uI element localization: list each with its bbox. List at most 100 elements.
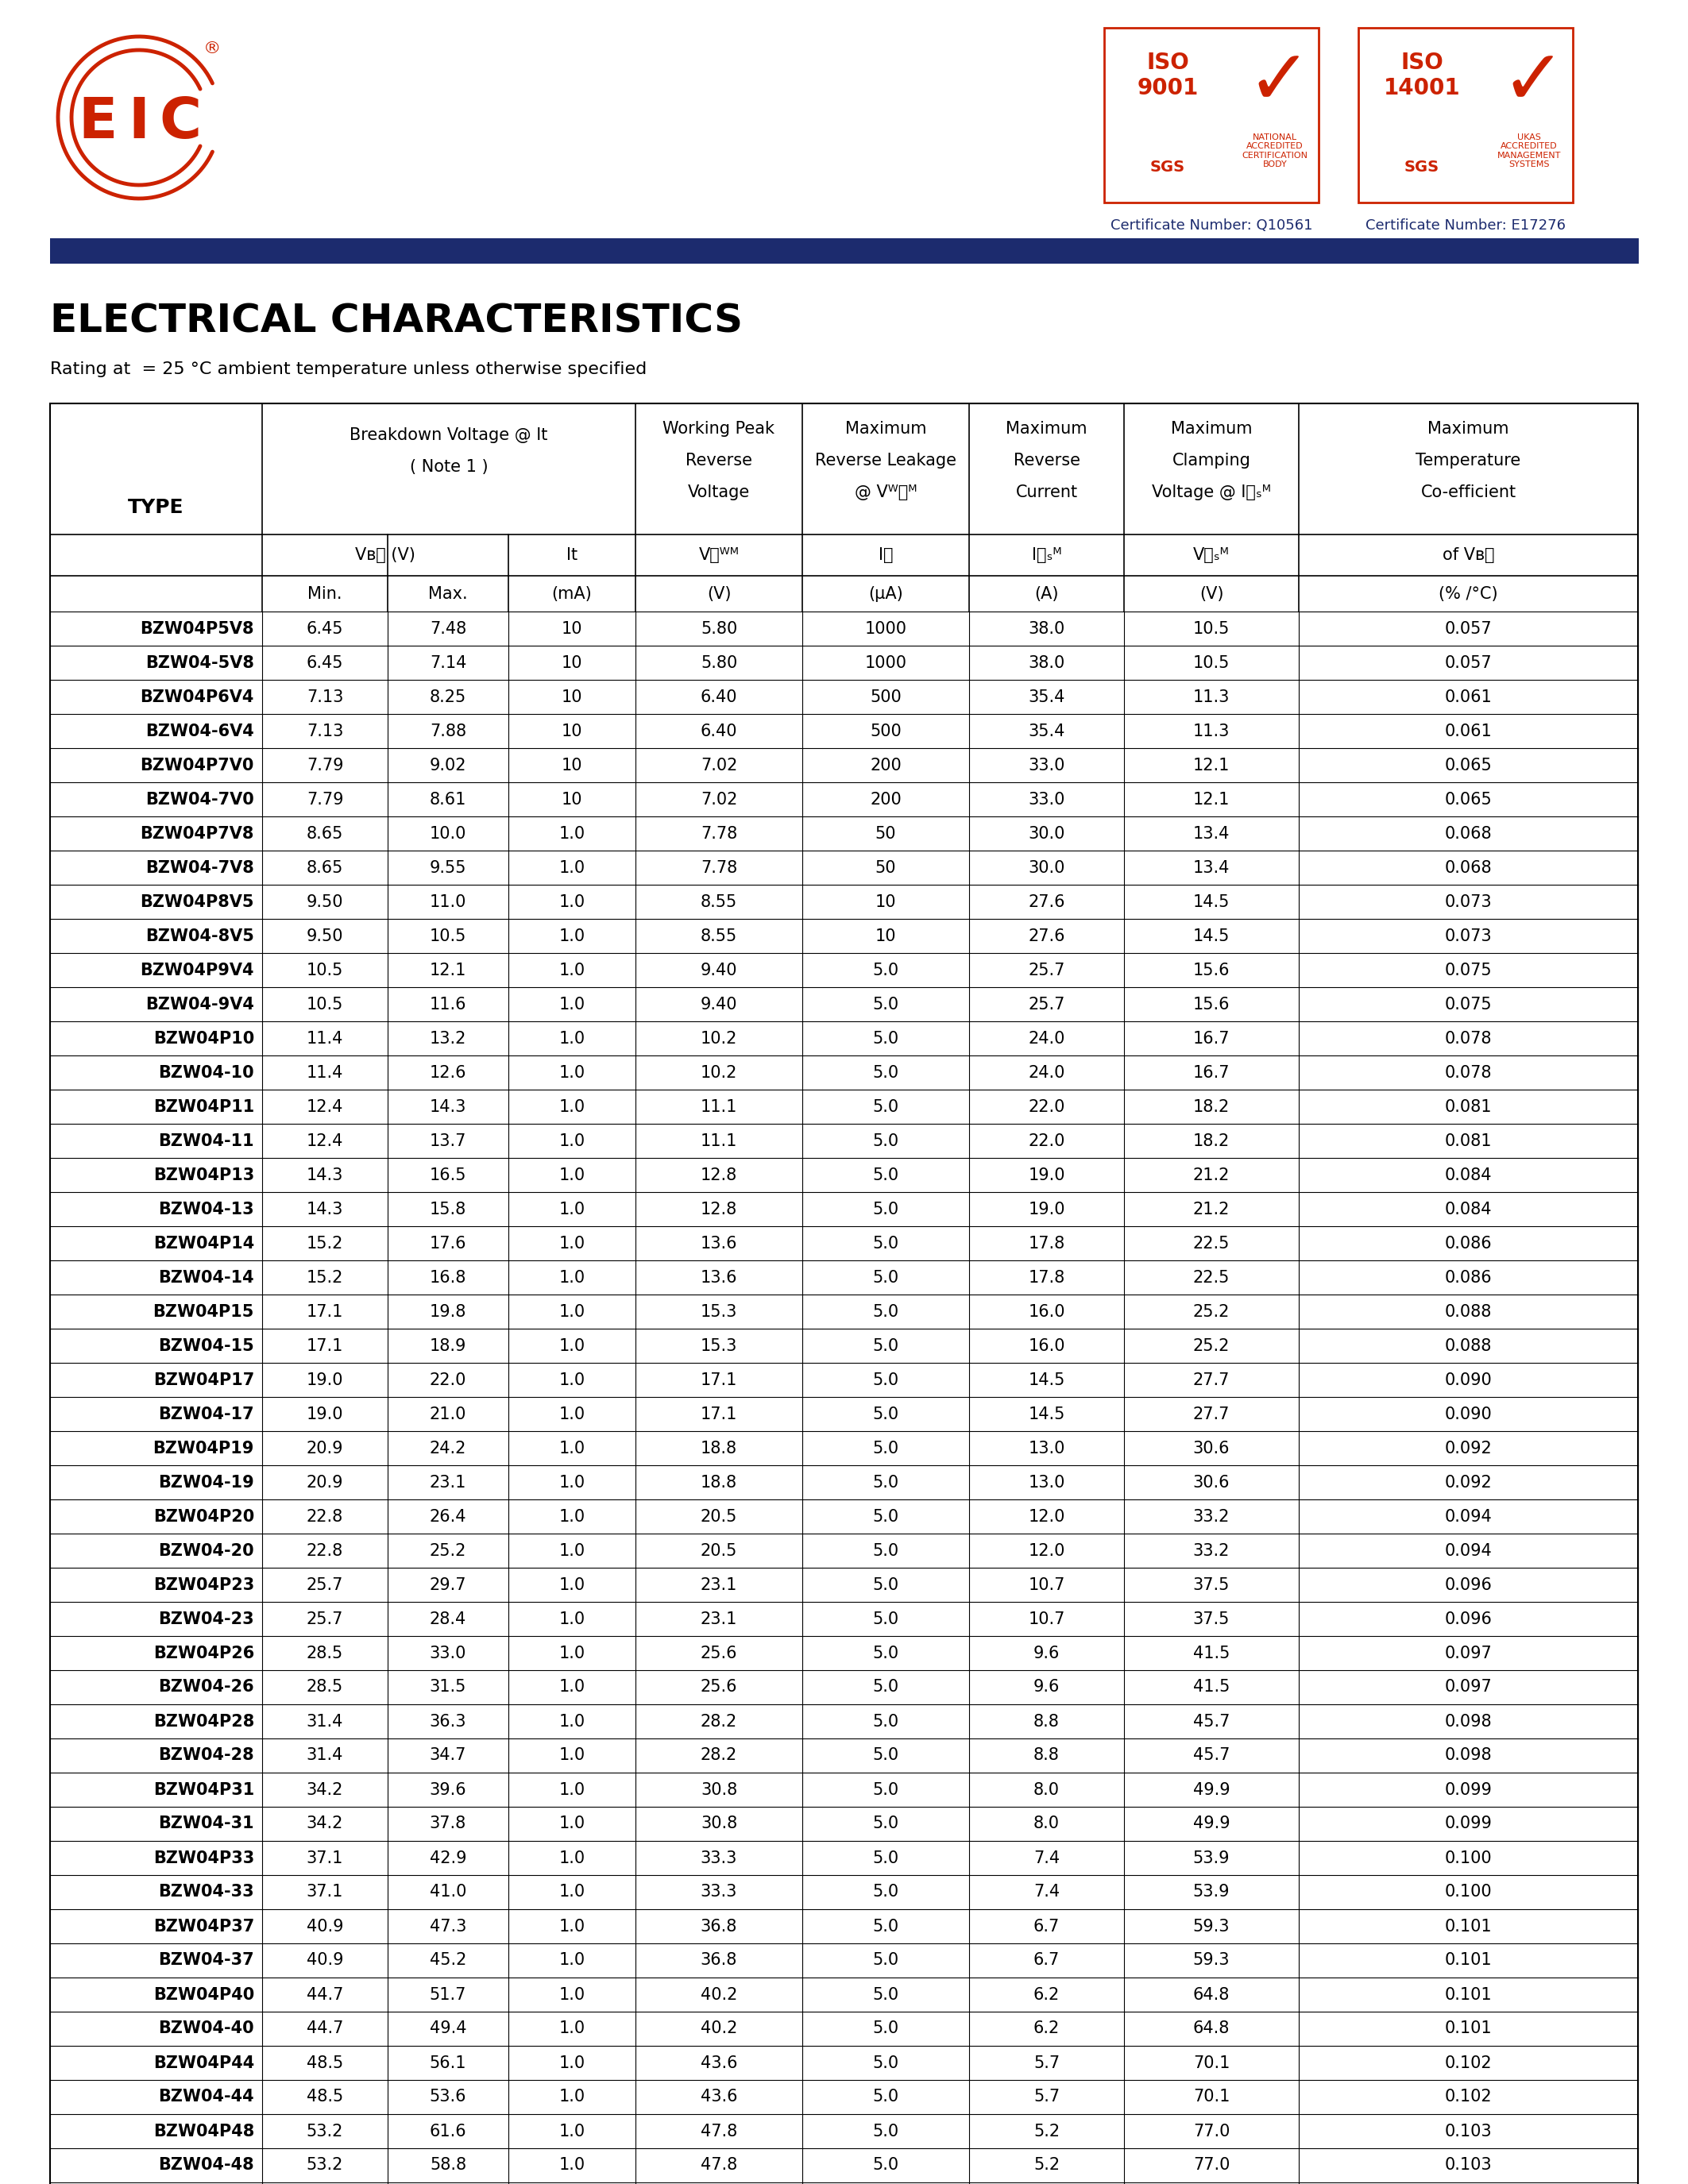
Text: Vʙᴯ (V): Vʙᴯ (V) — [354, 548, 415, 563]
Text: 40.9: 40.9 — [307, 1952, 343, 1968]
Text: 25.7: 25.7 — [307, 1612, 343, 1627]
Text: 19.0: 19.0 — [1028, 1166, 1065, 1184]
Text: 6.40: 6.40 — [701, 723, 738, 738]
Text: Voltage @ Iᴯₛᴹ: Voltage @ Iᴯₛᴹ — [1151, 485, 1271, 500]
Text: 44.7: 44.7 — [307, 1987, 343, 2003]
Text: 16.0: 16.0 — [1028, 1304, 1065, 1319]
Text: 50: 50 — [874, 860, 896, 876]
Text: 1.0: 1.0 — [559, 1714, 586, 1730]
Text: 33.2: 33.2 — [1193, 1542, 1231, 1559]
Text: 0.101: 0.101 — [1445, 1918, 1492, 1935]
Text: 15.8: 15.8 — [430, 1201, 466, 1216]
Text: 10.5: 10.5 — [1193, 655, 1231, 670]
Text: 36.8: 36.8 — [701, 1918, 738, 1935]
Text: 1.0: 1.0 — [559, 893, 586, 911]
Text: 22.5: 22.5 — [1193, 1236, 1231, 1251]
Text: 37.1: 37.1 — [307, 1885, 343, 1900]
Text: 58.8: 58.8 — [430, 2158, 466, 2173]
Text: 1000: 1000 — [864, 655, 906, 670]
Text: 5.0: 5.0 — [873, 1439, 898, 1457]
Text: 0.084: 0.084 — [1445, 1201, 1492, 1216]
Text: Reverse: Reverse — [1013, 452, 1080, 470]
Text: 19.0: 19.0 — [307, 1372, 343, 1387]
Text: 14.5: 14.5 — [1028, 1406, 1065, 1422]
Text: 45.7: 45.7 — [1193, 1714, 1231, 1730]
Text: 47.8: 47.8 — [701, 2158, 738, 2173]
Text: 5.0: 5.0 — [873, 2090, 898, 2105]
Text: 7.14: 7.14 — [429, 655, 466, 670]
Text: 5.0: 5.0 — [873, 996, 898, 1011]
Text: 17.1: 17.1 — [307, 1339, 343, 1354]
Text: 25.6: 25.6 — [701, 1645, 738, 1662]
Text: 16.7: 16.7 — [1193, 1064, 1231, 1081]
Text: Maximum: Maximum — [1006, 422, 1087, 437]
Text: 200: 200 — [869, 791, 901, 808]
Text: 10.7: 10.7 — [1028, 1612, 1065, 1627]
Text: 28.5: 28.5 — [307, 1645, 343, 1662]
Text: 5.0: 5.0 — [873, 2020, 898, 2038]
Text: 9.40: 9.40 — [701, 996, 738, 1011]
Text: BZW04-33: BZW04-33 — [159, 1885, 255, 1900]
Text: 11.3: 11.3 — [1193, 723, 1231, 738]
Text: Temperature: Temperature — [1416, 452, 1521, 470]
Text: BZW04P37: BZW04P37 — [154, 1918, 255, 1935]
Text: 36.3: 36.3 — [429, 1714, 466, 1730]
Text: 28.5: 28.5 — [307, 1679, 343, 1695]
Text: 1.0: 1.0 — [559, 2020, 586, 2038]
Text: 24.2: 24.2 — [429, 1439, 466, 1457]
Text: ✓: ✓ — [1501, 46, 1565, 120]
Text: 1.0: 1.0 — [559, 1064, 586, 1081]
Text: 10: 10 — [874, 893, 896, 911]
Text: 5.0: 5.0 — [873, 1166, 898, 1184]
Text: 9.02: 9.02 — [429, 758, 466, 773]
Text: Current: Current — [1016, 485, 1077, 500]
Text: 5.0: 5.0 — [873, 1099, 898, 1114]
Text: BZW04P6V4: BZW04P6V4 — [140, 688, 255, 705]
Text: 13.4: 13.4 — [1193, 826, 1231, 841]
Text: 500: 500 — [869, 688, 901, 705]
Text: (V): (V) — [707, 585, 731, 601]
Text: Co-efficient: Co-efficient — [1421, 485, 1516, 500]
Text: 5.0: 5.0 — [873, 1542, 898, 1559]
Text: 6.40: 6.40 — [701, 688, 738, 705]
Text: 7.79: 7.79 — [307, 758, 343, 773]
Text: 17.1: 17.1 — [701, 1372, 738, 1387]
Text: 33.0: 33.0 — [1028, 791, 1065, 808]
Text: 7.88: 7.88 — [430, 723, 466, 738]
Text: 11.1: 11.1 — [701, 1133, 738, 1149]
Text: Voltage: Voltage — [687, 485, 749, 500]
Text: 1.0: 1.0 — [559, 1679, 586, 1695]
Text: 10: 10 — [874, 928, 896, 943]
Text: 1.0: 1.0 — [559, 1201, 586, 1216]
Text: 14.5: 14.5 — [1193, 893, 1231, 911]
Text: 1.0: 1.0 — [559, 1099, 586, 1114]
Text: BZW04-28: BZW04-28 — [159, 1747, 255, 1762]
Text: 0.090: 0.090 — [1445, 1372, 1492, 1387]
Text: 5.80: 5.80 — [701, 655, 738, 670]
Text: 1.0: 1.0 — [559, 996, 586, 1011]
Text: 56.1: 56.1 — [429, 2055, 466, 2070]
Text: I: I — [128, 94, 150, 151]
Text: 9.40: 9.40 — [701, 963, 738, 978]
Text: BZW04-37: BZW04-37 — [159, 1952, 255, 1968]
Text: 0.057: 0.057 — [1445, 620, 1492, 636]
Text: 25.7: 25.7 — [1028, 963, 1065, 978]
Text: 0.086: 0.086 — [1445, 1269, 1492, 1286]
Text: BZW04P33: BZW04P33 — [154, 1850, 255, 1865]
Text: 1.0: 1.0 — [559, 1952, 586, 1968]
Text: 14.3: 14.3 — [307, 1166, 343, 1184]
Text: BZW04P40: BZW04P40 — [154, 1987, 255, 2003]
Text: BZW04-10: BZW04-10 — [159, 1064, 255, 1081]
Text: 10: 10 — [562, 758, 582, 773]
Text: 1.0: 1.0 — [559, 1439, 586, 1457]
Text: BZW04-7V8: BZW04-7V8 — [145, 860, 255, 876]
Text: 25.7: 25.7 — [1028, 996, 1065, 1011]
Text: 13.0: 13.0 — [1028, 1474, 1065, 1489]
Text: 10: 10 — [562, 688, 582, 705]
Text: Clamping: Clamping — [1171, 452, 1251, 470]
Text: 53.2: 53.2 — [307, 2158, 343, 2173]
Text: 8.8: 8.8 — [1033, 1714, 1060, 1730]
Text: BZW04-31: BZW04-31 — [159, 1815, 255, 1832]
Text: 0.103: 0.103 — [1445, 2123, 1492, 2138]
Text: 11.4: 11.4 — [307, 1064, 343, 1081]
